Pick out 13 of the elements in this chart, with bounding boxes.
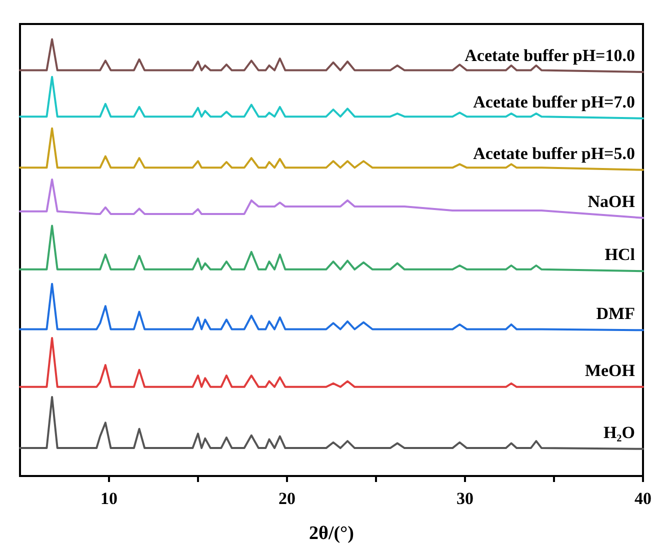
x-tick-label: 40 bbox=[634, 489, 652, 508]
series-label: Acetate buffer pH=5.0 bbox=[473, 144, 635, 163]
series-label: H₂O bbox=[603, 422, 635, 442]
series-label: NaOH bbox=[588, 192, 635, 211]
x-axis-title: 2θ/(°) bbox=[309, 523, 354, 544]
x-tick-label: 30 bbox=[456, 489, 474, 508]
series-label: Acetate buffer pH=10.0 bbox=[464, 46, 635, 66]
series-label: Acetate buffer pH=7.0 bbox=[473, 92, 635, 112]
series-label: DMF bbox=[596, 304, 635, 324]
x-tick-label: 20 bbox=[278, 489, 296, 508]
series-label: MeOH bbox=[584, 360, 635, 380]
series-label: HCl bbox=[604, 245, 636, 264]
x-tick-label: 10 bbox=[100, 489, 118, 508]
